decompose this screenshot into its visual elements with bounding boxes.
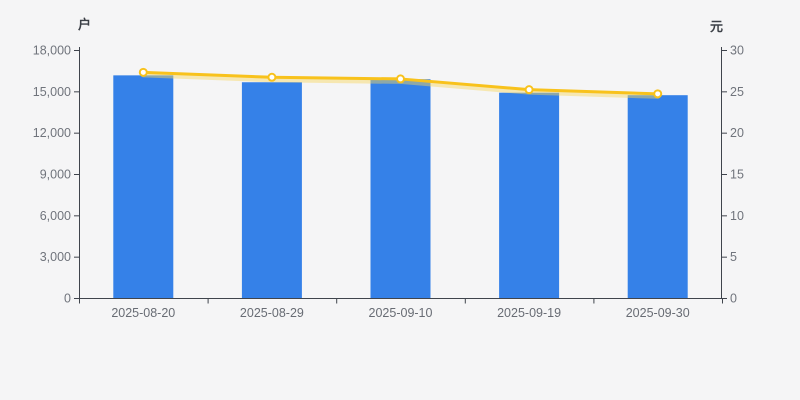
x-tick-label: 2025-09-10	[369, 306, 433, 320]
y-axis-right-label: 15	[730, 168, 744, 182]
x-tick-label: 2025-09-19	[497, 306, 561, 320]
x-tick-label: 2025-08-20	[111, 306, 175, 320]
line-point[interactable]	[653, 89, 663, 99]
y-axis-left-label: 0	[64, 292, 71, 306]
bar[interactable]	[627, 95, 688, 299]
y-axis-left-label: 12,000	[33, 126, 71, 140]
y-axis-left-label: 6,000	[40, 209, 71, 223]
y-axis-right-label: 5	[730, 250, 737, 264]
bar[interactable]	[370, 79, 431, 298]
y-axis-right-label: 0	[730, 292, 737, 306]
y-axis-left-label: 15,000	[33, 85, 71, 99]
line-point[interactable]	[396, 74, 405, 84]
left-axis-unit-label: 户	[78, 17, 92, 32]
right-axis-unit-label: 元	[710, 19, 724, 34]
bar[interactable]	[241, 82, 302, 299]
y-axis-right-label: 30	[730, 44, 744, 58]
bar[interactable]	[113, 75, 174, 299]
y-axis-right-label: 25	[730, 85, 744, 99]
line-point[interactable]	[524, 85, 534, 95]
x-tick-label: 2025-09-30	[626, 306, 690, 320]
line-point[interactable]	[267, 72, 277, 82]
y-axis-left-label: 9,000	[40, 168, 71, 182]
y-axis-right-label: 10	[730, 209, 744, 223]
y-axis-right-label: 20	[730, 126, 744, 140]
y-axis-left-label: 3,000	[40, 250, 71, 264]
line-point[interactable]	[138, 67, 148, 77]
x-tick-label: 2025-08-29	[240, 306, 304, 320]
bar[interactable]	[499, 92, 560, 298]
y-axis-left-label: 18,000	[33, 44, 71, 58]
